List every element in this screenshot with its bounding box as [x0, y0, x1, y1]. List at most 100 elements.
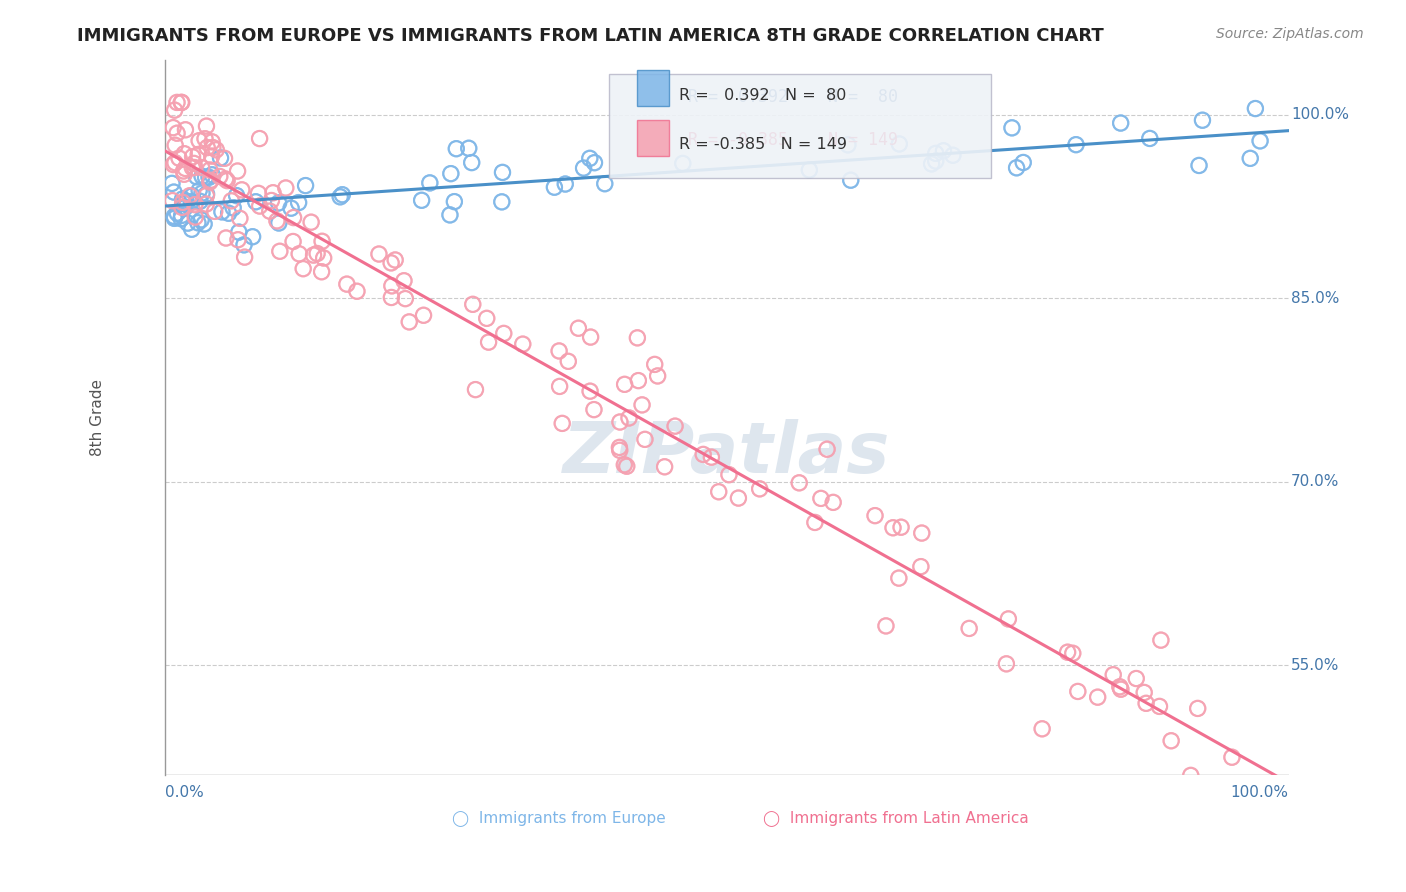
Bar — [637, 70, 668, 106]
Point — [1056, 645, 1078, 659]
Point — [578, 152, 600, 166]
Point — [262, 186, 284, 200]
Point — [1244, 102, 1267, 116]
Point — [162, 157, 184, 171]
Point — [170, 211, 193, 226]
Point — [942, 148, 965, 162]
Point — [173, 167, 195, 181]
Point — [875, 619, 897, 633]
Point — [346, 285, 368, 299]
Point — [1125, 672, 1147, 686]
Point — [1087, 690, 1109, 705]
Point — [446, 142, 468, 156]
Point — [911, 526, 934, 541]
Point — [1067, 684, 1090, 698]
Point — [162, 194, 184, 208]
Point — [173, 146, 195, 161]
Point — [419, 176, 441, 190]
Point — [957, 622, 980, 636]
Point — [567, 321, 589, 335]
Point — [727, 491, 749, 505]
Point — [163, 103, 186, 117]
Point — [302, 248, 325, 262]
Point — [201, 149, 224, 163]
Point — [1125, 672, 1147, 686]
Text: ◯  Immigrants from Latin America: ◯ Immigrants from Latin America — [762, 810, 1028, 825]
Point — [198, 170, 221, 185]
Point — [613, 377, 636, 392]
Point — [582, 402, 605, 417]
Point — [1108, 680, 1130, 694]
Point — [262, 186, 284, 200]
Point — [1031, 722, 1053, 736]
Point — [997, 612, 1019, 626]
Point — [419, 176, 441, 190]
Point — [882, 521, 904, 535]
Point — [631, 398, 654, 412]
Point — [288, 247, 311, 261]
Point — [183, 161, 205, 175]
Point — [188, 194, 211, 209]
Point — [274, 181, 297, 195]
Point — [815, 442, 838, 457]
Text: R = -0.385   N = 149: R = -0.385 N = 149 — [679, 136, 846, 152]
Point — [810, 491, 832, 506]
Point — [187, 216, 209, 230]
Point — [863, 508, 886, 523]
Point — [609, 441, 631, 455]
Point — [201, 149, 224, 163]
Point — [166, 95, 188, 110]
Point — [863, 508, 886, 523]
Point — [664, 419, 686, 434]
Point — [1191, 113, 1213, 128]
Point — [299, 215, 322, 229]
Text: 85.0%: 85.0% — [1291, 291, 1340, 306]
Point — [804, 516, 827, 530]
Point — [201, 140, 224, 154]
Point — [233, 237, 256, 252]
Point — [839, 173, 862, 187]
Point — [195, 119, 218, 133]
Point — [214, 172, 236, 186]
Point — [194, 170, 217, 185]
Point — [1062, 646, 1084, 660]
Point — [170, 200, 193, 214]
Point — [195, 197, 218, 211]
Point — [166, 126, 188, 140]
Point — [748, 482, 770, 496]
Point — [269, 244, 291, 259]
Point — [609, 443, 631, 458]
Point — [214, 172, 236, 186]
Point — [475, 311, 498, 326]
Point — [205, 143, 228, 157]
Text: ZIPatlas: ZIPatlas — [564, 418, 890, 488]
Point — [567, 321, 589, 335]
Point — [1160, 733, 1182, 747]
Point — [1135, 696, 1157, 710]
Point — [281, 235, 304, 249]
Point — [475, 311, 498, 326]
Point — [617, 411, 640, 425]
Point — [188, 134, 211, 148]
Point — [201, 135, 224, 149]
Point — [166, 95, 188, 110]
Point — [195, 187, 218, 202]
Point — [551, 417, 574, 431]
Bar — [637, 120, 668, 156]
Point — [195, 188, 218, 202]
Point — [380, 256, 402, 270]
Text: R = -0.385    N = 149: R = -0.385 N = 149 — [688, 131, 897, 149]
Point — [579, 384, 602, 399]
Point — [717, 467, 740, 482]
Point — [211, 205, 233, 219]
Point — [1109, 682, 1132, 697]
Point — [634, 433, 657, 447]
Point — [810, 491, 832, 506]
Point — [1239, 152, 1261, 166]
Point — [170, 95, 193, 110]
Point — [439, 208, 461, 222]
Point — [198, 175, 221, 189]
Point — [233, 237, 256, 252]
Point — [259, 204, 281, 219]
Point — [163, 155, 186, 169]
